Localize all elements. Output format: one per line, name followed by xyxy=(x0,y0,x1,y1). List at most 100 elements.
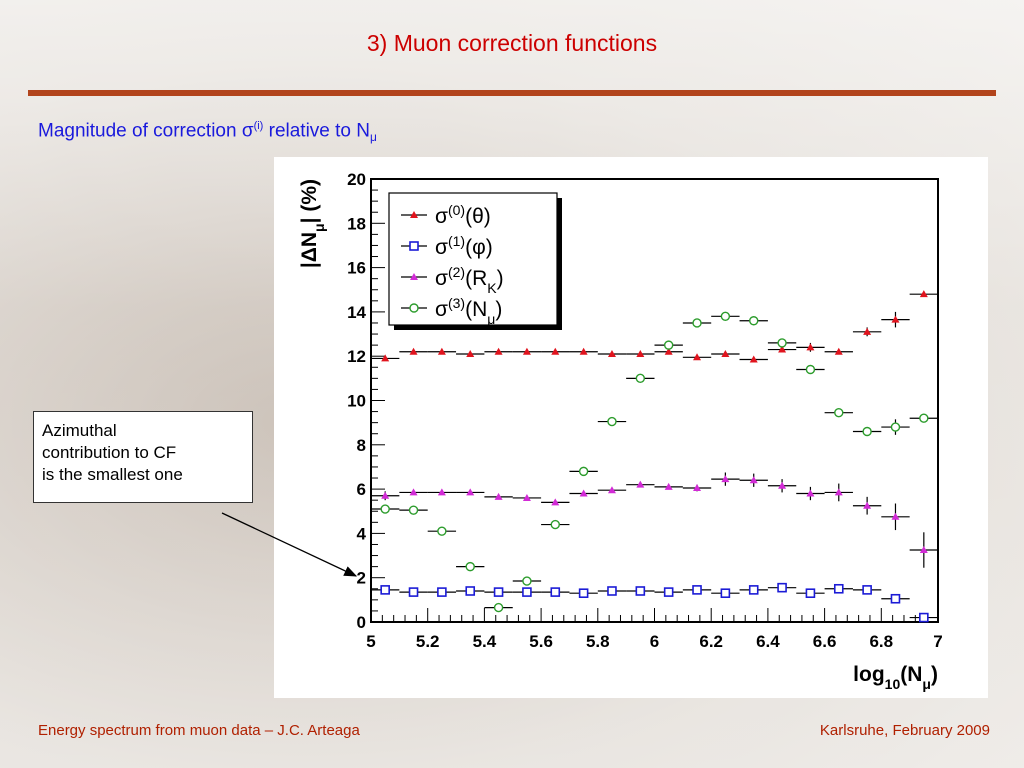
data-point xyxy=(749,476,758,484)
y-tick-label: 8 xyxy=(357,436,366,455)
data-point xyxy=(833,583,844,594)
data-point xyxy=(806,343,815,351)
slide-title: 3) Muon correction functions xyxy=(366,30,658,56)
y-tick-label: 18 xyxy=(347,214,366,233)
y-tick-label: 14 xyxy=(347,303,366,322)
title-divider xyxy=(28,90,996,96)
data-point xyxy=(635,586,646,596)
legend-label-sup: (3) xyxy=(448,295,465,311)
data-point xyxy=(919,290,928,298)
callout-line-3: is the smallest one xyxy=(42,465,183,484)
y-tick-label: 16 xyxy=(347,259,366,278)
data-point xyxy=(863,327,872,335)
x-axis-title-part: log xyxy=(853,663,885,686)
data-point xyxy=(663,340,674,350)
data-point xyxy=(863,501,872,509)
subtitle-text: Magnitude of correction σ xyxy=(38,120,254,142)
legend-label-sup: (1) xyxy=(448,233,465,249)
legend-label-part: σ xyxy=(435,205,448,228)
data-point xyxy=(607,349,616,357)
y-axis-title-part: | (%) xyxy=(298,179,321,223)
data-point xyxy=(777,582,787,593)
data-point xyxy=(805,364,816,375)
data-point xyxy=(891,315,900,323)
y-tick-label: 12 xyxy=(347,347,366,366)
data-point xyxy=(607,586,617,596)
data-point xyxy=(890,593,901,604)
callout-line-1: Azimuthal xyxy=(42,421,117,440)
x-tick-label: 5.2 xyxy=(416,632,440,651)
x-tick-label: 6.8 xyxy=(869,632,893,651)
x-tick-label: 6.4 xyxy=(756,632,780,651)
x-tick-label: 7 xyxy=(933,632,942,651)
data-point xyxy=(437,526,447,536)
data-point xyxy=(693,353,702,361)
data-point xyxy=(551,498,560,506)
data-point xyxy=(409,488,418,496)
subtitle-superscript: (i) xyxy=(253,120,264,132)
y-axis-title: |ΔNμ| (%) xyxy=(298,179,327,268)
data-point xyxy=(891,512,900,520)
legend-marker xyxy=(409,303,419,313)
x-tick-label: 5.8 xyxy=(586,632,610,651)
y-axis-title-part: |ΔN xyxy=(298,232,321,268)
legend-label: σ(1)(φ) xyxy=(435,233,493,259)
data-point xyxy=(862,585,872,595)
data-point xyxy=(437,587,447,597)
legend-label-part: (R xyxy=(465,267,487,290)
data-point xyxy=(636,480,645,488)
data-point xyxy=(550,587,561,597)
legend-label-part: ) xyxy=(497,267,504,290)
data-point xyxy=(607,486,616,494)
x-tick-label: 5 xyxy=(366,632,375,651)
data-point xyxy=(720,588,731,599)
y-axis-title-sub: μ xyxy=(311,223,327,232)
y-tick-label: 2 xyxy=(357,569,366,588)
data-point xyxy=(919,612,929,623)
data-point xyxy=(834,488,843,496)
data-point xyxy=(494,492,503,500)
data-point xyxy=(408,505,419,515)
data-point xyxy=(749,316,759,326)
data-point xyxy=(494,347,503,355)
data-point xyxy=(693,483,702,491)
slide-subtitle: Magnitude of correction σ(i) relative to… xyxy=(38,120,377,144)
legend-label-part: σ xyxy=(435,267,448,290)
data-point xyxy=(409,347,418,355)
data-point xyxy=(805,588,816,599)
data-point xyxy=(380,504,390,514)
legend-label-part: σ xyxy=(435,236,448,259)
data-point xyxy=(437,488,446,496)
annotation-callout: Azimuthal contribution to CF is the smal… xyxy=(33,411,253,503)
data-point xyxy=(748,585,759,595)
data-point xyxy=(721,349,730,357)
data-point xyxy=(749,355,758,363)
data-point xyxy=(522,587,532,597)
legend-label-part: σ xyxy=(435,298,448,321)
data-point xyxy=(437,347,446,355)
legend-label-sup: (0) xyxy=(448,202,465,218)
data-point xyxy=(636,349,645,357)
x-axis-title-part: ) xyxy=(931,663,938,686)
data-point xyxy=(664,347,673,355)
footer-left: Energy spectrum from muon data – J.C. Ar… xyxy=(38,722,360,739)
legend-label: σ(0)(θ) xyxy=(435,202,491,228)
y-tick-label: 6 xyxy=(357,480,366,499)
data-point xyxy=(550,519,560,530)
y-tick-label: 4 xyxy=(357,524,367,543)
x-tick-label: 6.2 xyxy=(699,632,723,651)
data-point xyxy=(493,587,504,597)
data-point xyxy=(721,475,730,483)
data-point xyxy=(635,373,646,384)
data-point xyxy=(663,587,674,597)
subtitle-subscript: μ xyxy=(370,130,377,145)
data-point xyxy=(664,482,673,490)
data-point xyxy=(381,491,390,499)
data-point xyxy=(493,602,504,613)
x-axis-title-part: (N xyxy=(900,663,922,686)
data-point xyxy=(465,561,475,572)
y-tick-label: 20 xyxy=(347,170,366,189)
data-point xyxy=(720,311,731,322)
data-point xyxy=(408,587,419,597)
x-tick-label: 6.6 xyxy=(813,632,837,651)
